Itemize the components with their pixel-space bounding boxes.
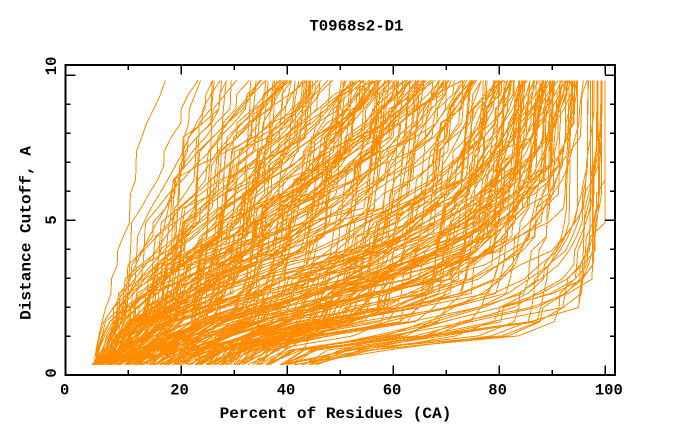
svg-text:Distance Cutoff, A: Distance Cutoff, A — [17, 146, 35, 320]
svg-text:5: 5 — [43, 215, 61, 224]
svg-text:80: 80 — [488, 381, 507, 399]
svg-text:20: 20 — [170, 381, 189, 399]
svg-text:60: 60 — [383, 381, 402, 399]
svg-text:0: 0 — [60, 381, 69, 399]
svg-text:0: 0 — [43, 368, 61, 377]
svg-text:Percent of Residues (CA): Percent of Residues (CA) — [220, 405, 452, 423]
svg-text:10: 10 — [43, 57, 61, 76]
svg-text:100: 100 — [595, 381, 623, 399]
svg-text:T0968s2-D1: T0968s2-D1 — [309, 18, 403, 36]
svg-text:40: 40 — [277, 381, 296, 399]
